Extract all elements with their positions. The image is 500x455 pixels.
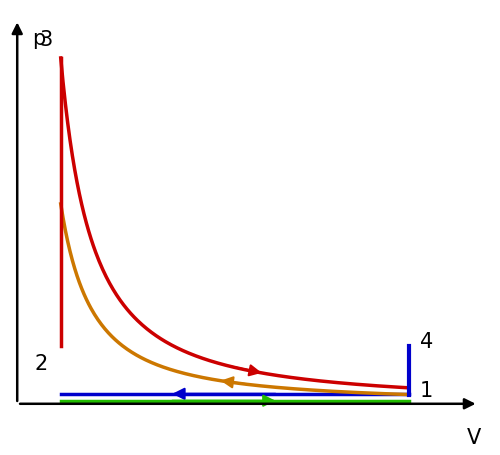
Text: 4: 4 [420, 332, 433, 352]
Text: 3: 3 [39, 30, 52, 50]
Text: p: p [32, 29, 46, 49]
Text: 2: 2 [34, 354, 48, 374]
Text: 1: 1 [420, 381, 433, 401]
Text: V: V [467, 428, 481, 448]
